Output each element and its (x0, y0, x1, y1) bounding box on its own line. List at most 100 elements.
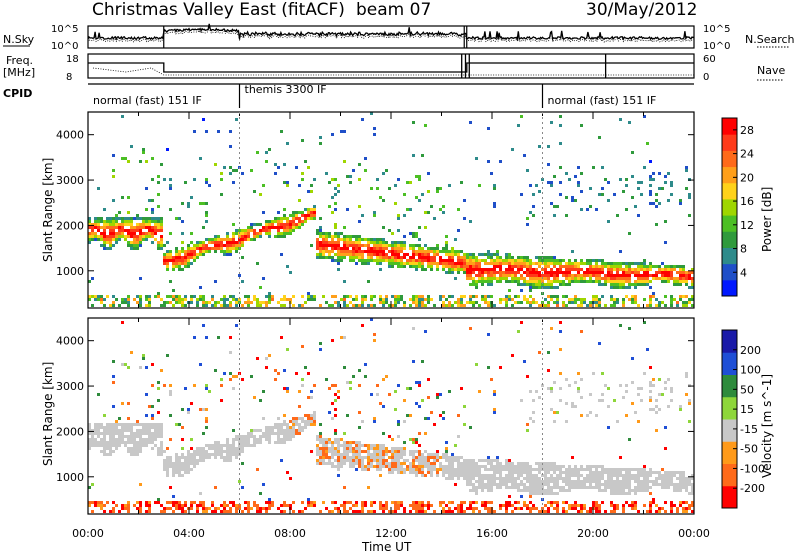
power-cell (562, 280, 565, 283)
power-cell (232, 235, 235, 238)
power-cell (187, 205, 190, 208)
velocity-cell (148, 429, 151, 432)
velocity-cell (214, 507, 217, 510)
freq-label: Freq. (6, 54, 33, 67)
power-cell (658, 301, 661, 304)
power-cell (565, 304, 568, 307)
velocity-cell (556, 486, 559, 489)
power-cell (175, 262, 178, 265)
velocity-cell (145, 426, 148, 429)
power-cell (286, 223, 289, 226)
velocity-cell (199, 459, 202, 462)
power-cell (565, 262, 568, 265)
velocity-cell (172, 474, 175, 477)
velocity-cell (214, 444, 217, 447)
velocity-cell (397, 423, 400, 426)
velocity-cell (361, 459, 364, 462)
velocity-cell (457, 462, 460, 465)
velocity-cell (436, 393, 439, 396)
power-cell (412, 244, 415, 247)
power-cell (169, 184, 172, 187)
power-cell (211, 298, 214, 301)
power-cell (511, 277, 514, 280)
velocity-cell (592, 465, 595, 468)
power-cell (349, 250, 352, 253)
power-cell (418, 226, 421, 229)
velocity-cell (163, 450, 166, 453)
velocity-cell (532, 420, 535, 423)
velocity-cell (328, 462, 331, 465)
velocity-cell (661, 507, 664, 510)
power-cell (430, 262, 433, 265)
velocity-cell (211, 501, 214, 504)
velocity-cell (175, 468, 178, 471)
velocity-cell (241, 444, 244, 447)
power-cell (508, 280, 511, 283)
velocity-cell (148, 441, 151, 444)
velocity-cell (469, 501, 472, 504)
velocity-cell (451, 501, 454, 504)
velocity-cell (382, 510, 385, 513)
velocity-cell (337, 510, 340, 513)
velocity-cell (343, 336, 346, 339)
power-cell (553, 214, 556, 217)
velocity-cell (232, 504, 235, 507)
velocity-cell (580, 507, 583, 510)
velocity-cell (109, 426, 112, 429)
power-cell (115, 226, 118, 229)
power-cell (664, 265, 667, 268)
velocity-cell (202, 408, 205, 411)
power-cell (262, 226, 265, 229)
colorbar-tick-label: 12 (740, 219, 754, 232)
power-cell (574, 265, 577, 268)
power-cell (139, 301, 142, 304)
velocity-cell (100, 441, 103, 444)
power-cell (109, 220, 112, 223)
power-cell (133, 241, 136, 244)
power-cell (568, 283, 571, 286)
power-cell (649, 265, 652, 268)
velocity-cell (319, 441, 322, 444)
power-cell (160, 238, 163, 241)
power-cell (577, 268, 580, 271)
power-cell (379, 301, 382, 304)
power-cell (592, 280, 595, 283)
power-cell (265, 220, 268, 223)
power-cell (487, 280, 490, 283)
velocity-cell (100, 501, 103, 504)
velocity-cell (613, 486, 616, 489)
power-cell (226, 235, 229, 238)
velocity-cell (448, 390, 451, 393)
power-cell (625, 265, 628, 268)
power-cell (88, 298, 91, 301)
velocity-cell (556, 468, 559, 471)
power-cell (202, 202, 205, 205)
power-cell (607, 271, 610, 274)
power-cell (493, 259, 496, 262)
power-cell (469, 262, 472, 265)
velocity-cell (211, 510, 214, 513)
velocity-cell (553, 420, 556, 423)
power-cell (616, 277, 619, 280)
velocity-cell (193, 384, 196, 387)
power-cell (448, 295, 451, 298)
power-cell (487, 127, 490, 130)
velocity-cell (475, 468, 478, 471)
power-cell (529, 184, 532, 187)
velocity-cell (583, 477, 586, 480)
power-cell (340, 256, 343, 259)
power-cell (685, 271, 688, 274)
velocity-cell (547, 510, 550, 513)
power-cell (478, 184, 481, 187)
power-cell (232, 241, 235, 244)
velocity-cell (325, 444, 328, 447)
velocity-cell (529, 489, 532, 492)
power-cell (517, 295, 520, 298)
power-cell (427, 265, 430, 268)
velocity-cell (628, 471, 631, 474)
velocity-cell (442, 507, 445, 510)
velocity-cell (685, 393, 688, 396)
velocity-cell (286, 435, 289, 438)
power-cell (577, 262, 580, 265)
power-cell (292, 295, 295, 298)
